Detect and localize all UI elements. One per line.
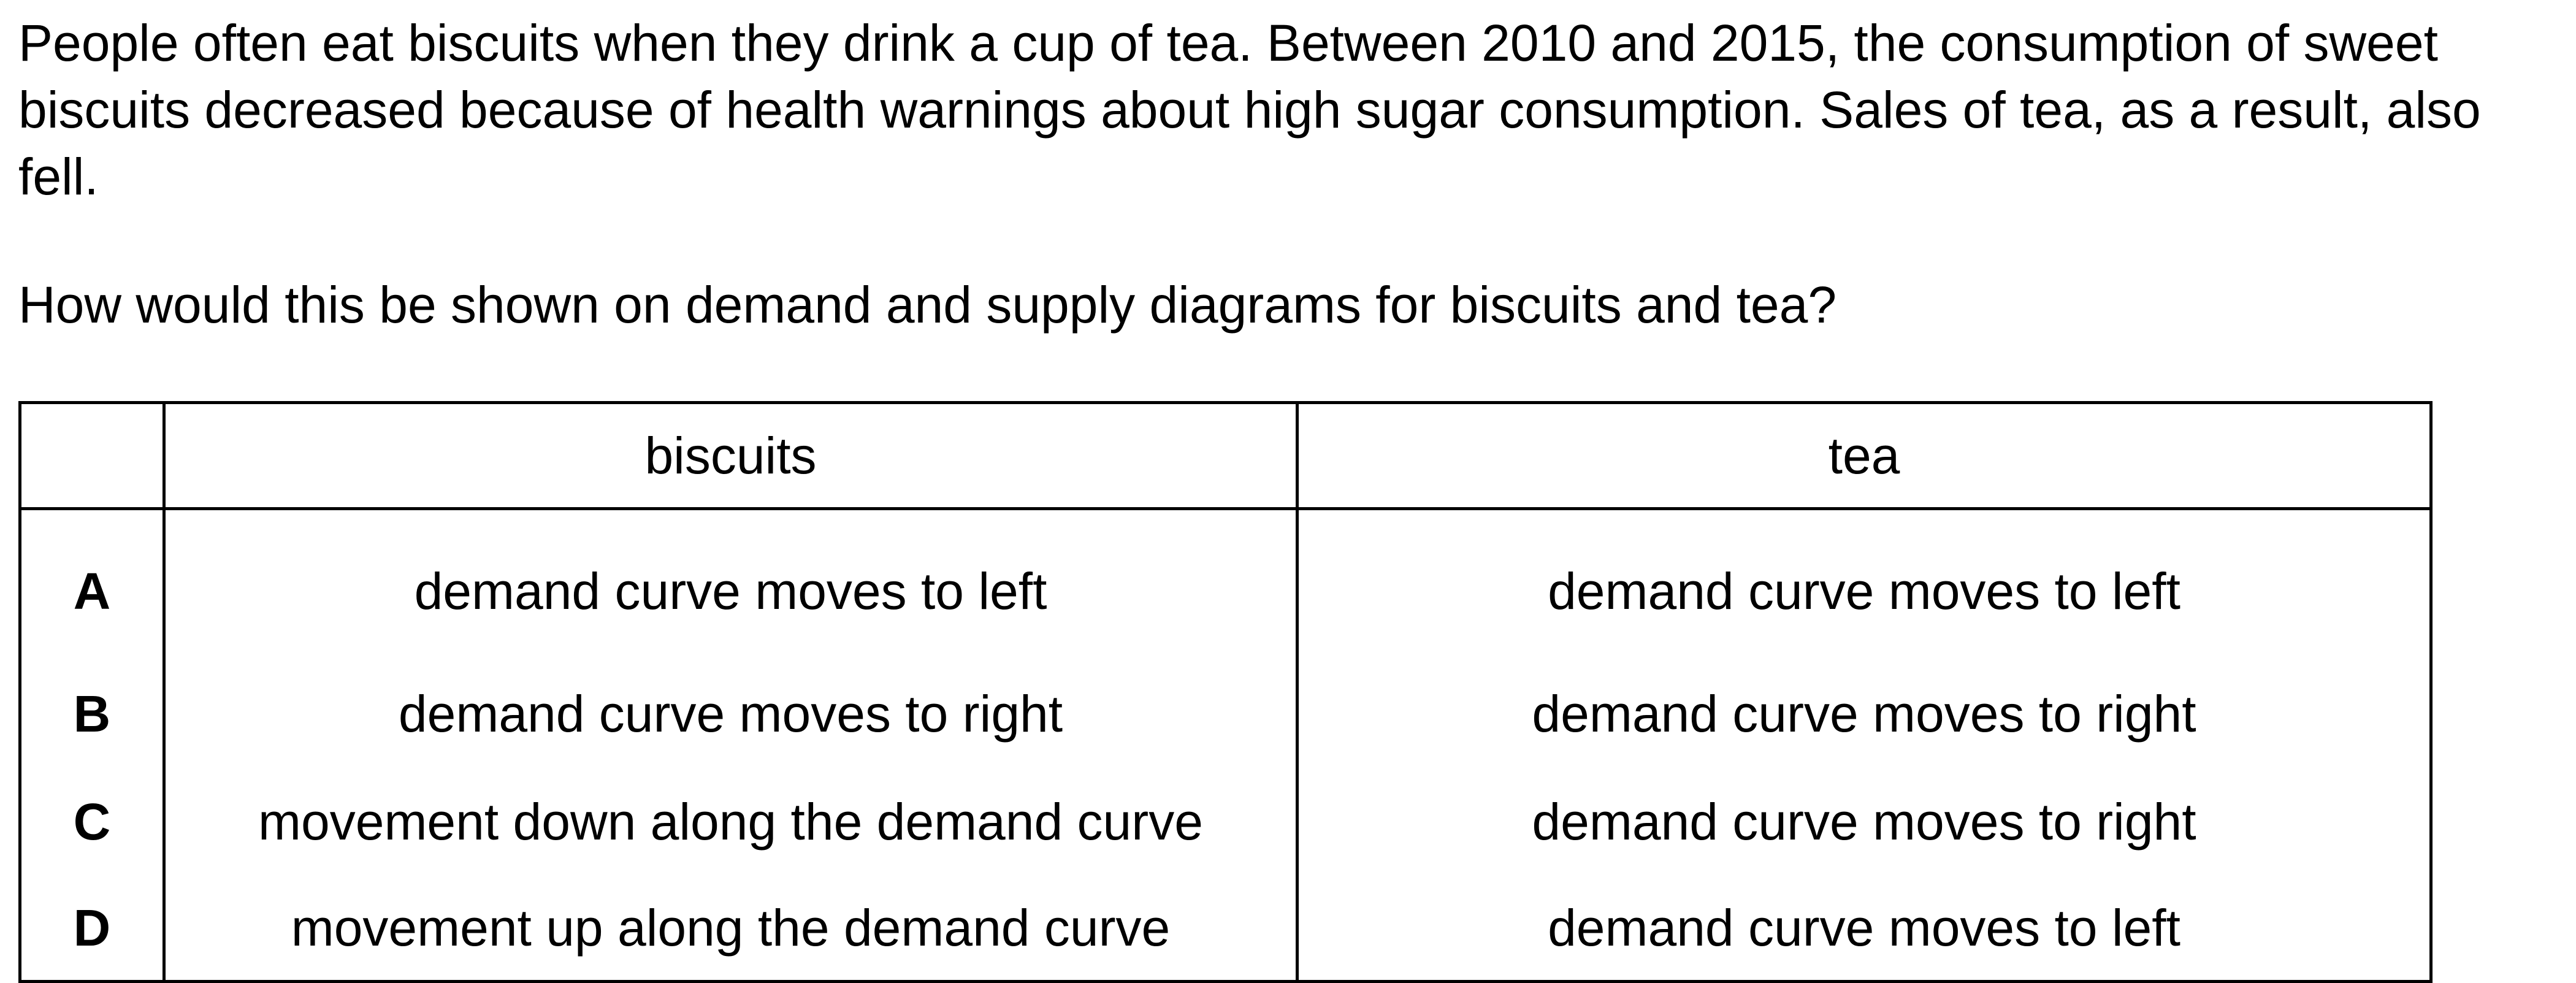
- question-prompt: How would this be shown on demand and su…: [18, 276, 1837, 334]
- option-b-biscuits: demand curve moves to right: [162, 660, 1299, 768]
- option-key-d: D: [18, 876, 166, 983]
- answer-options-table: biscuits tea A demand curve moves to lef…: [18, 401, 2433, 983]
- option-c-biscuits: movement down along the demand curve: [162, 768, 1299, 876]
- table-row: D movement up along the demand curve dem…: [18, 876, 2433, 983]
- header-tea: tea: [1296, 401, 2433, 510]
- option-key-c: C: [18, 768, 166, 876]
- header-blank-cell: [18, 401, 166, 510]
- table-row: C movement down along the demand curve d…: [18, 768, 2433, 876]
- question-passage: People often eat biscuits when they drin…: [18, 14, 2481, 205]
- table-header-row: biscuits tea: [18, 401, 2433, 510]
- option-b-tea: demand curve moves to right: [1296, 660, 2433, 768]
- option-a-tea: demand curve moves to left: [1296, 508, 2433, 660]
- option-a-biscuits: demand curve moves to left: [162, 508, 1299, 660]
- table-row: A demand curve moves to left demand curv…: [18, 508, 2433, 660]
- header-biscuits: biscuits: [162, 401, 1299, 510]
- option-key-b: B: [18, 660, 166, 768]
- option-d-biscuits: movement up along the demand curve: [162, 876, 1299, 983]
- option-c-tea: demand curve moves to right: [1296, 768, 2433, 876]
- option-key-a: A: [18, 508, 166, 660]
- option-d-tea: demand curve moves to left: [1296, 876, 2433, 983]
- table-row: B demand curve moves to right demand cur…: [18, 660, 2433, 768]
